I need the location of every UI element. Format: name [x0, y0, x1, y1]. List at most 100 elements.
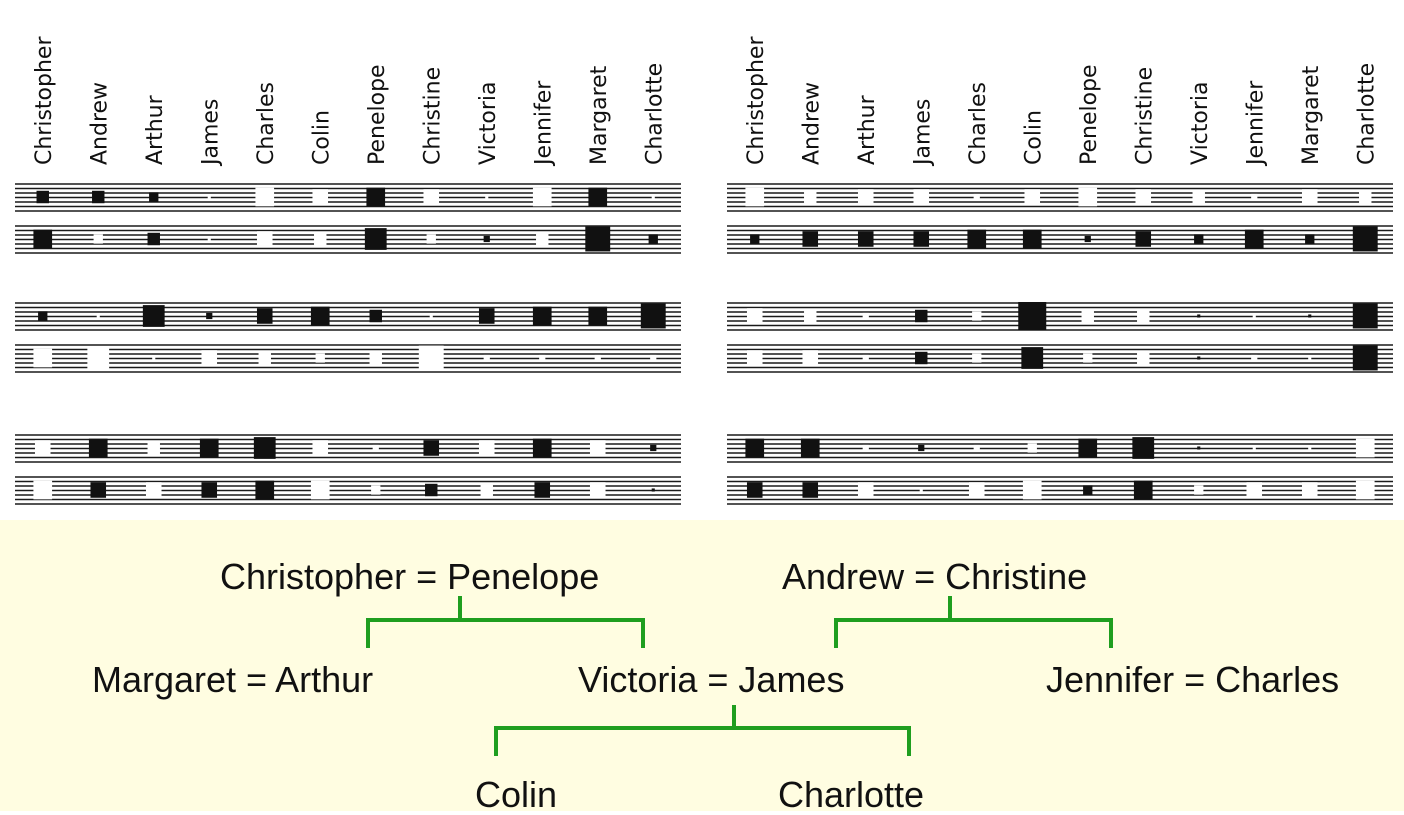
weight-square-christine: [429, 314, 433, 318]
weight-square-victoria: [1197, 356, 1201, 360]
weight-square-margaret: [1308, 314, 1312, 318]
weight-square-arthur: [147, 232, 160, 246]
bracket-andrew-christine: [834, 596, 1113, 648]
weight-square-arthur: [857, 231, 874, 247]
weight-square-penelope: [369, 309, 382, 323]
weight-square-charles: [973, 193, 980, 201]
weight-square-james: [206, 312, 213, 320]
weight-square-charles: [972, 311, 982, 321]
weight-row-panel-2-unit-1-row-2: [727, 225, 1393, 254]
weight-square-christine: [423, 440, 440, 456]
column-label-margaret-panel-1: Margaret: [587, 65, 612, 165]
weight-square-charlotte: [651, 488, 655, 492]
couple-andrew-christine: Andrew = Christine: [782, 556, 1088, 597]
column-label-charlotte-panel-2: Charlotte: [1354, 63, 1379, 165]
column-label-colin-panel-2: Colin: [1021, 110, 1046, 165]
column-label-victoria-panel-1: Victoria: [476, 82, 501, 166]
weight-square-charlotte: [640, 303, 666, 329]
weight-square-andrew: [96, 314, 100, 318]
weight-square-charles: [255, 187, 275, 207]
weight-square-penelope: [364, 228, 387, 250]
weight-square-james: [207, 195, 211, 199]
weight-square-christopher: [746, 350, 763, 366]
weight-square-andrew: [87, 347, 110, 369]
weight-square-penelope: [366, 187, 386, 207]
weight-square-victoria: [483, 354, 490, 362]
column-label-jennifer-panel-2: Jennifer: [1243, 80, 1268, 167]
column-label-andrew-panel-1: Andrew: [87, 82, 112, 165]
weight-square-andrew: [800, 438, 820, 458]
weight-square-jennifer: [532, 306, 552, 326]
weight-square-christopher: [745, 187, 765, 207]
column-label-james-panel-2: James: [910, 99, 935, 167]
weight-square-victoria: [1194, 485, 1204, 495]
column-label-margaret-panel-2: Margaret: [1299, 65, 1324, 165]
column-label-james-panel-1: James: [198, 99, 223, 167]
column-label-arthur-panel-2: Arthur: [855, 94, 880, 165]
column-label-penelope-panel-2: Penelope: [1077, 64, 1102, 165]
weight-square-charlotte: [650, 354, 657, 362]
weight-square-james: [915, 351, 928, 365]
column-label-christine-panel-2: Christine: [1132, 67, 1157, 165]
weight-square-margaret: [594, 354, 601, 362]
weight-square-margaret: [585, 226, 611, 252]
weight-square-andrew: [92, 190, 105, 204]
weight-square-christopher: [746, 308, 763, 324]
weight-square-charlotte: [1355, 480, 1375, 500]
weight-square-penelope: [372, 444, 379, 452]
weight-square-charlotte: [1352, 226, 1378, 252]
weight-square-christopher: [38, 311, 48, 321]
weight-square-jennifer: [1252, 446, 1256, 450]
column-label-charles-panel-2: Charles: [966, 82, 991, 165]
column-label-arthur-panel-1: Arthur: [143, 94, 168, 165]
couple-jennifer-charles: Jennifer = Charles: [1046, 659, 1340, 700]
weight-square-christine: [1135, 189, 1152, 205]
weight-square-arthur: [142, 305, 165, 327]
weight-square-christine: [423, 189, 440, 205]
weight-square-jennifer: [534, 482, 551, 498]
weight-square-jennifer: [532, 438, 552, 458]
weight-square-christopher: [33, 480, 53, 500]
weight-square-christopher: [33, 348, 53, 368]
weight-row-panel-1-unit-3-row-1: [15, 434, 681, 463]
weight-square-margaret: [589, 440, 606, 456]
weight-row-panel-2-unit-3-row-1: [727, 434, 1393, 463]
weight-square-arthur: [862, 354, 869, 362]
weight-square-charlotte: [1355, 438, 1375, 458]
weight-square-penelope: [1078, 438, 1098, 458]
weight-square-colin: [315, 353, 325, 363]
weight-square-charles: [256, 231, 273, 247]
weight-square-colin: [1021, 347, 1044, 369]
weight-square-charles: [253, 437, 276, 459]
weight-square-james: [915, 309, 928, 323]
weight-row-panel-2-unit-3-row-2: [727, 476, 1393, 505]
weight-square-james: [913, 189, 930, 205]
weight-square-margaret: [1308, 446, 1312, 450]
weight-square-arthur: [145, 482, 162, 498]
weight-row-panel-1-unit-2-row-1: [15, 302, 681, 331]
child-charlotte: Charlotte: [778, 774, 925, 815]
weight-row-panel-1-unit-1-row-2: [15, 225, 681, 254]
weight-square-christopher: [33, 229, 53, 249]
weight-square-colin: [1022, 229, 1042, 249]
column-label-andrew-panel-2: Andrew: [799, 82, 824, 165]
weight-square-christine: [1133, 480, 1153, 500]
weight-square-colin: [314, 232, 327, 246]
weight-square-christopher: [745, 438, 765, 458]
weight-square-victoria: [1197, 446, 1201, 450]
weight-square-victoria: [1194, 234, 1204, 244]
weight-square-charlotte: [648, 234, 658, 244]
weight-square-penelope: [1083, 353, 1093, 363]
weight-square-colin: [312, 440, 329, 456]
weight-square-jennifer: [1244, 229, 1264, 249]
column-label-christopher-panel-2: Christopher: [744, 36, 769, 165]
weight-square-christopher: [746, 482, 763, 498]
weight-square-victoria: [1197, 314, 1201, 318]
weight-square-andrew: [90, 482, 107, 498]
weight-square-charles: [256, 308, 273, 324]
column-label-jennifer-panel-1: Jennifer: [531, 80, 556, 167]
weight-square-christopher: [750, 234, 760, 244]
weight-square-andrew: [802, 482, 819, 498]
weight-square-christine: [1135, 231, 1152, 247]
column-label-penelope-panel-1: Penelope: [365, 64, 390, 165]
